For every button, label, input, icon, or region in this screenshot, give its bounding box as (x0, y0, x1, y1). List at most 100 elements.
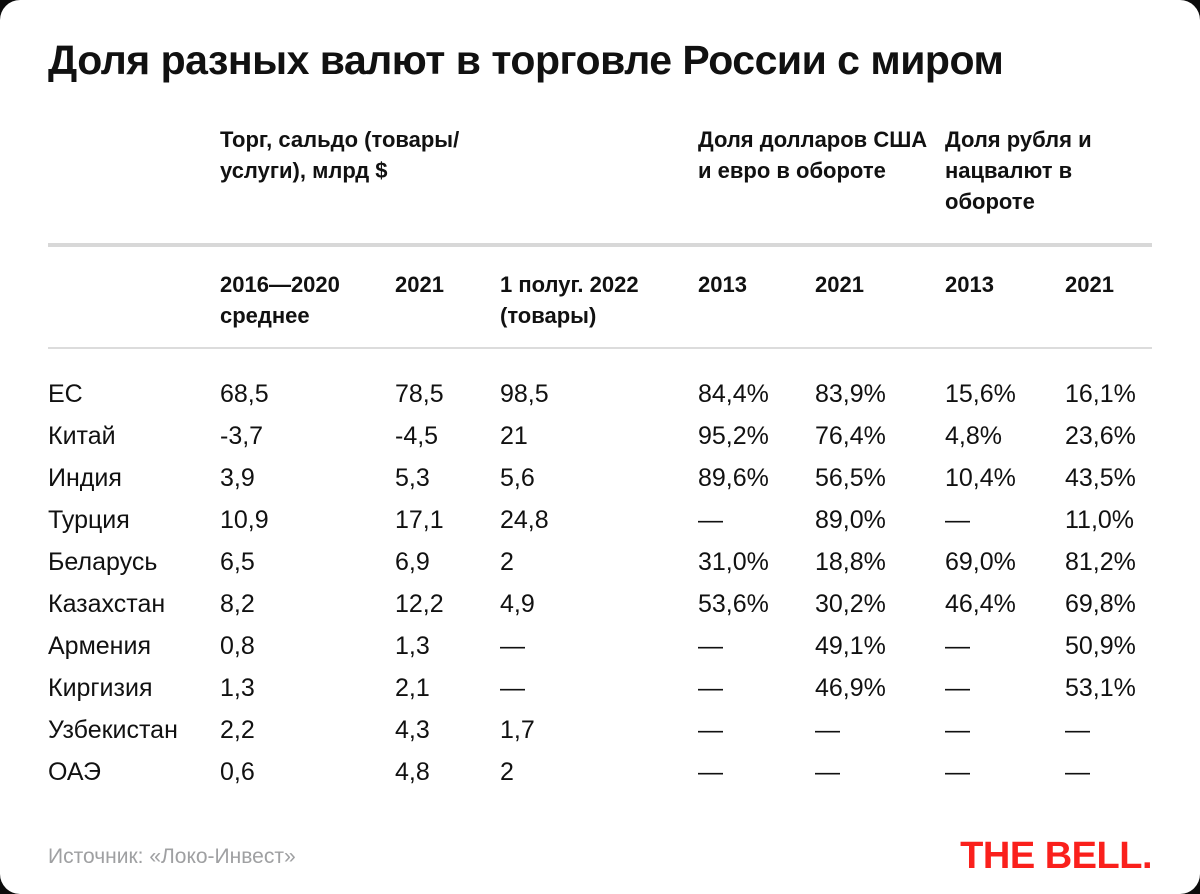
cell-value: 5,3 (395, 463, 430, 492)
cell-value: 69,8% (1065, 589, 1136, 618)
group-header-line: услуги), млрд $ (220, 158, 388, 183)
group-header-usd-eur-share: Доля долларов США и евро в обороте (698, 124, 945, 217)
table-body: ЕС 68,5 78,5 98,5 84,4% 83,9% 15,6% 16,1… (48, 373, 1152, 793)
spacer-cell (48, 269, 220, 331)
column-header-line: 2013 (698, 272, 747, 297)
cell-value: 5,6 (500, 463, 535, 492)
cell-value: 23,6% (1065, 421, 1136, 450)
column-header-line: 2021 (395, 272, 444, 297)
cell-value: 89,0% (815, 505, 886, 534)
cell-value: 76,4% (815, 421, 886, 450)
column-header-line: 2021 (1065, 272, 1114, 297)
table-row: Беларусь 6,5 6,9 2 31,0% 18,8% 69,0% 81,… (48, 541, 1152, 583)
cell-value: 10,4% (945, 463, 1016, 492)
cell-value: 81,2% (1065, 547, 1136, 576)
cell-value: — (815, 715, 840, 744)
group-header-line: Доля рубля и (945, 127, 1092, 152)
row-label: Беларусь (48, 547, 158, 576)
cell-value: 0,6 (220, 757, 255, 786)
cell-value: 50,9% (1065, 631, 1136, 660)
column-header-line: 2016—2020 (220, 272, 340, 297)
column-header-line: среднее (220, 303, 310, 328)
column-header: 2021 (815, 269, 945, 331)
cell-value: -4,5 (395, 421, 439, 450)
group-header-trade-balance: Торг, сальдо (товары/ услуги), млрд $ (220, 124, 698, 217)
row-label: Киргизия (48, 673, 153, 702)
footer: Источник: «Локо-Инвест» THE BELL. (48, 835, 1152, 878)
row-label: Турция (48, 505, 130, 534)
table-row: Турция 10,9 17,1 24,8 — 89,0% — 11,0% (48, 499, 1152, 541)
cell-value: 6,5 (220, 547, 255, 576)
cell-value: 17,1 (395, 505, 444, 534)
column-header-line: 2013 (945, 272, 994, 297)
table-row: Армения 0,8 1,3 — — 49,1% — 50,9% (48, 625, 1152, 667)
group-header-line: нацвалют в обороте (945, 158, 1073, 214)
group-header-line: и евро в обороте (698, 158, 886, 183)
cell-value: — (945, 757, 970, 786)
cell-value: — (815, 757, 840, 786)
row-label: ЕС (48, 379, 83, 408)
cell-value: 4,8% (945, 421, 1002, 450)
column-header: 1 полуг. 2022 (товары) (500, 269, 698, 331)
row-label: Армения (48, 631, 151, 660)
the-bell-logo: THE BELL. (960, 835, 1152, 877)
column-header: 2021 (395, 269, 500, 331)
cell-value: — (1065, 715, 1090, 744)
table-row: Китай -3,7 -4,5 21 95,2% 76,4% 4,8% 23,6… (48, 415, 1152, 457)
cell-value: — (698, 715, 723, 744)
cell-value: 4,9 (500, 589, 535, 618)
cell-value: 18,8% (815, 547, 886, 576)
cell-value: 11,0% (1065, 505, 1135, 534)
cell-value: 49,1% (815, 631, 886, 660)
cell-value: 15,6% (945, 379, 1016, 408)
table-row: Узбекистан 2,2 4,3 1,7 — — — — (48, 709, 1152, 751)
page-title: Доля разных валют в торговле России с ми… (48, 37, 1004, 83)
column-header-line: (товары) (500, 303, 597, 328)
cell-value: 2 (500, 547, 514, 576)
cell-value: 2,1 (395, 673, 430, 702)
cell-value: — (500, 631, 525, 660)
table-row: Казахстан 8,2 12,2 4,9 53,6% 30,2% 46,4%… (48, 583, 1152, 625)
cell-value: — (945, 715, 970, 744)
column-header-line: 1 полуг. 2022 (500, 272, 639, 297)
column-group-header-row: Торг, сальдо (товары/ услуги), млрд $ До… (48, 124, 1152, 217)
cell-value: — (945, 673, 970, 702)
cell-value: — (698, 673, 723, 702)
cell-value: — (1065, 757, 1090, 786)
cell-value: 53,1% (1065, 673, 1136, 702)
divider-light (48, 347, 1152, 349)
cell-value: 46,4% (945, 589, 1016, 618)
cell-value: 8,2 (220, 589, 255, 618)
cell-value: — (698, 631, 723, 660)
cell-value: 1,3 (220, 673, 255, 702)
cell-value: 31,0% (698, 547, 769, 576)
cell-value: 56,5% (815, 463, 886, 492)
cell-value: 2,2 (220, 715, 255, 744)
column-header: 2016—2020 среднее (220, 269, 395, 331)
cell-value: 21 (500, 421, 528, 450)
column-header: 2021 (1065, 269, 1152, 331)
cell-value: — (500, 673, 525, 702)
column-header: 2013 (698, 269, 815, 331)
cell-value: 1,7 (500, 715, 535, 744)
row-label: Китай (48, 421, 116, 450)
group-header-ruble-share: Доля рубля и нацвалют в обороте (945, 124, 1152, 217)
cell-value: 0,8 (220, 631, 255, 660)
cell-value: 95,2% (698, 421, 769, 450)
cell-value: 83,9% (815, 379, 886, 408)
cell-value: 1,3 (395, 631, 430, 660)
row-label: Индия (48, 463, 122, 492)
group-header-line: Торг, сальдо (товары/ (220, 127, 460, 152)
spacer-cell (48, 124, 220, 217)
cell-value: 68,5 (220, 379, 269, 408)
cell-value: 4,3 (395, 715, 430, 744)
cell-value: 3,9 (220, 463, 255, 492)
cell-value: -3,7 (220, 421, 264, 450)
cell-value: 2 (500, 757, 514, 786)
cell-value: 10,9 (220, 505, 269, 534)
row-label: ОАЭ (48, 757, 101, 786)
cell-value: 43,5% (1065, 463, 1136, 492)
cell-value: 84,4% (698, 379, 769, 408)
cell-value: 78,5 (395, 379, 444, 408)
cell-value: 89,6% (698, 463, 769, 492)
